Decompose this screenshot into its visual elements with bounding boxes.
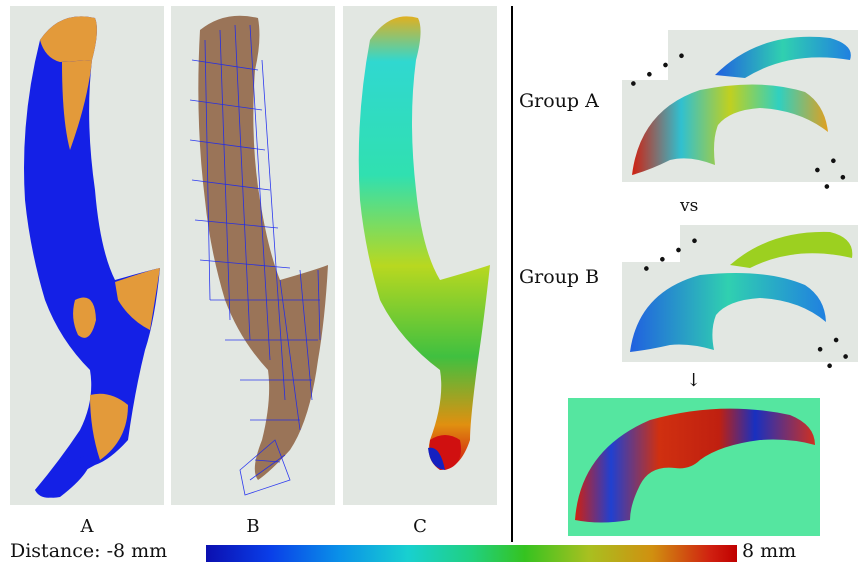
section-divider <box>511 6 513 542</box>
caption-c: C <box>413 516 427 537</box>
distance-colorbar <box>206 545 737 562</box>
caption-b: B <box>246 516 260 537</box>
shape-a <box>24 16 160 498</box>
down-arrow: ↓ <box>686 370 702 391</box>
group-a-front-shape <box>632 84 828 175</box>
shape-b <box>189 15 328 496</box>
legend-max-label: 8 mm <box>742 540 797 562</box>
group-a-label: Group A <box>519 90 599 112</box>
legend-min-label: Distance: -8 mm <box>10 540 168 562</box>
group-b-front-shape <box>630 272 826 352</box>
shape-c <box>358 16 490 470</box>
vs-label: vs <box>680 196 699 216</box>
group-b-label: Group B <box>519 266 600 288</box>
group-b-back-shape <box>730 231 853 268</box>
group-a-back-shape <box>715 36 851 78</box>
result-shape <box>575 408 815 523</box>
caption-a: A <box>80 516 94 537</box>
